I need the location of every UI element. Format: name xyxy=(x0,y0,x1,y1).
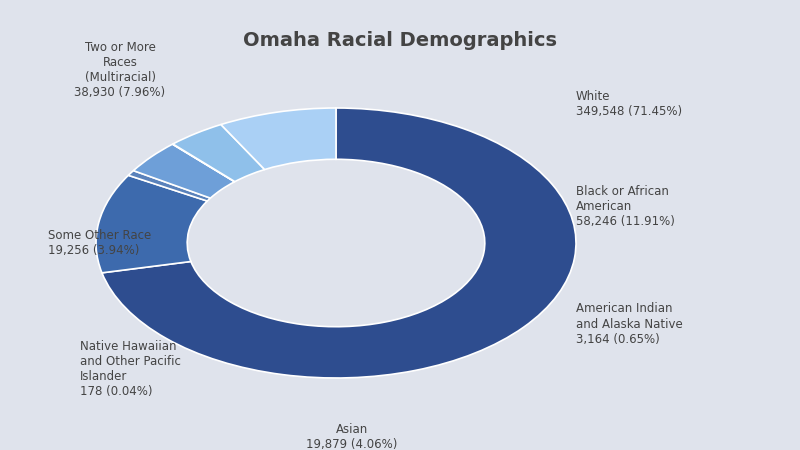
Wedge shape xyxy=(173,144,235,182)
Wedge shape xyxy=(96,176,207,273)
Text: Some Other Race
19,256 (3.94%): Some Other Race 19,256 (3.94%) xyxy=(48,229,151,257)
Wedge shape xyxy=(134,144,234,198)
Wedge shape xyxy=(173,125,265,182)
Wedge shape xyxy=(128,171,210,201)
Text: American Indian
and Alaska Native
3,164 (0.65%): American Indian and Alaska Native 3,164 … xyxy=(576,302,682,346)
Text: Native Hawaiian
and Other Pacific
Islander
178 (0.04%): Native Hawaiian and Other Pacific Island… xyxy=(80,340,181,398)
Text: White
349,548 (71.45%): White 349,548 (71.45%) xyxy=(576,90,682,118)
Text: Two or More
Races
(Multiracial)
38,930 (7.96%): Two or More Races (Multiracial) 38,930 (… xyxy=(74,41,166,99)
Wedge shape xyxy=(102,108,576,378)
Text: Asian
19,879 (4.06%): Asian 19,879 (4.06%) xyxy=(306,423,398,450)
Wedge shape xyxy=(221,108,336,170)
Text: Black or African
American
58,246 (11.91%): Black or African American 58,246 (11.91%… xyxy=(576,185,675,229)
Text: Omaha Racial Demographics: Omaha Racial Demographics xyxy=(243,32,557,50)
